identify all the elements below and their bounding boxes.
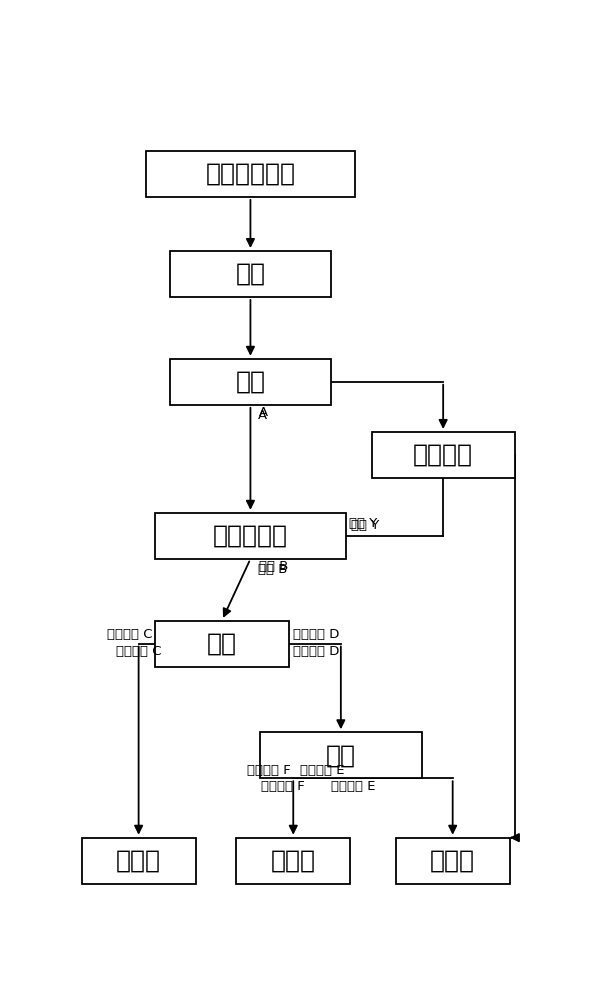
Text: 磁选: 磁选 bbox=[207, 632, 237, 656]
Text: 重选精矿 E: 重选精矿 E bbox=[332, 780, 376, 793]
Text: 鐵精矿: 鐵精矿 bbox=[116, 849, 161, 873]
Text: 磁选精矿 C: 磁选精矿 C bbox=[116, 645, 161, 658]
Text: 鑂精矿: 鑂精矿 bbox=[430, 849, 475, 873]
Text: 回收利用: 回收利用 bbox=[413, 443, 473, 467]
Text: 沉沙 B: 沉沙 B bbox=[258, 563, 287, 576]
FancyBboxPatch shape bbox=[146, 151, 355, 197]
Text: 重选尾矿 F: 重选尾矿 F bbox=[262, 780, 305, 793]
Text: 溢流 Y: 溢流 Y bbox=[351, 519, 379, 532]
FancyBboxPatch shape bbox=[169, 359, 332, 405]
Text: 过滤: 过滤 bbox=[235, 370, 265, 394]
FancyBboxPatch shape bbox=[395, 838, 510, 884]
Text: 重选精矿 E: 重选精矿 E bbox=[300, 764, 345, 777]
Text: 旋流器分级: 旋流器分级 bbox=[213, 524, 288, 548]
Text: 重选: 重选 bbox=[326, 743, 356, 767]
Text: 尾　矿: 尾 矿 bbox=[271, 849, 316, 873]
FancyBboxPatch shape bbox=[169, 251, 332, 297]
Text: 重选尾矿 F: 重选尾矿 F bbox=[247, 764, 291, 777]
Text: 碱浸: 碱浸 bbox=[235, 262, 265, 286]
FancyBboxPatch shape bbox=[372, 432, 515, 478]
FancyBboxPatch shape bbox=[236, 838, 351, 884]
FancyBboxPatch shape bbox=[155, 620, 289, 667]
FancyBboxPatch shape bbox=[82, 838, 196, 884]
Text: A: A bbox=[258, 409, 266, 422]
FancyBboxPatch shape bbox=[155, 513, 346, 559]
Text: 磁选尾矿 D: 磁选尾矿 D bbox=[293, 645, 340, 658]
Text: 磁选精矿 C: 磁选精矿 C bbox=[107, 628, 153, 641]
Text: 钒饁磁铁精矿: 钒饁磁铁精矿 bbox=[206, 162, 295, 186]
Text: A: A bbox=[258, 406, 268, 419]
Text: 磁选尾矿 D: 磁选尾矿 D bbox=[293, 628, 340, 641]
Text: 溢流 Y: 溢流 Y bbox=[349, 517, 377, 530]
FancyBboxPatch shape bbox=[260, 732, 422, 778]
Text: 沉沙 B: 沉沙 B bbox=[258, 560, 288, 573]
